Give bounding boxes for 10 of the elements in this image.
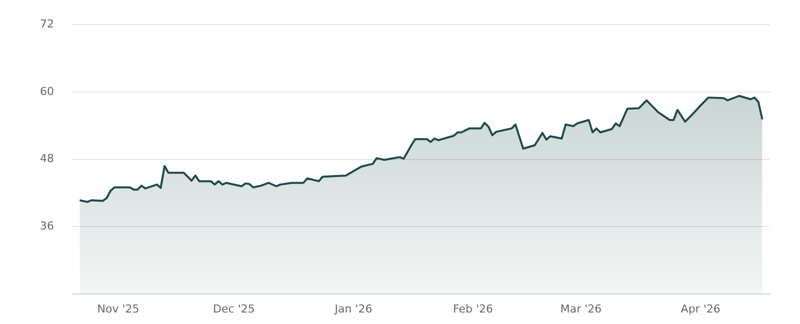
x-tick-label: Nov '25	[97, 302, 140, 316]
x-tick-label: Dec '25	[213, 302, 255, 316]
x-tick-label: Feb '26	[453, 302, 494, 316]
y-tick-label: 36	[40, 220, 54, 233]
x-tick-label: Mar '26	[560, 302, 602, 316]
y-tick-label: 72	[40, 17, 54, 30]
y-tick-label: 48	[40, 152, 54, 166]
x-tick-label: Jan '26	[334, 302, 372, 316]
y-tick-label: 60	[40, 84, 54, 98]
x-tick-label: Apr '26	[680, 302, 720, 316]
